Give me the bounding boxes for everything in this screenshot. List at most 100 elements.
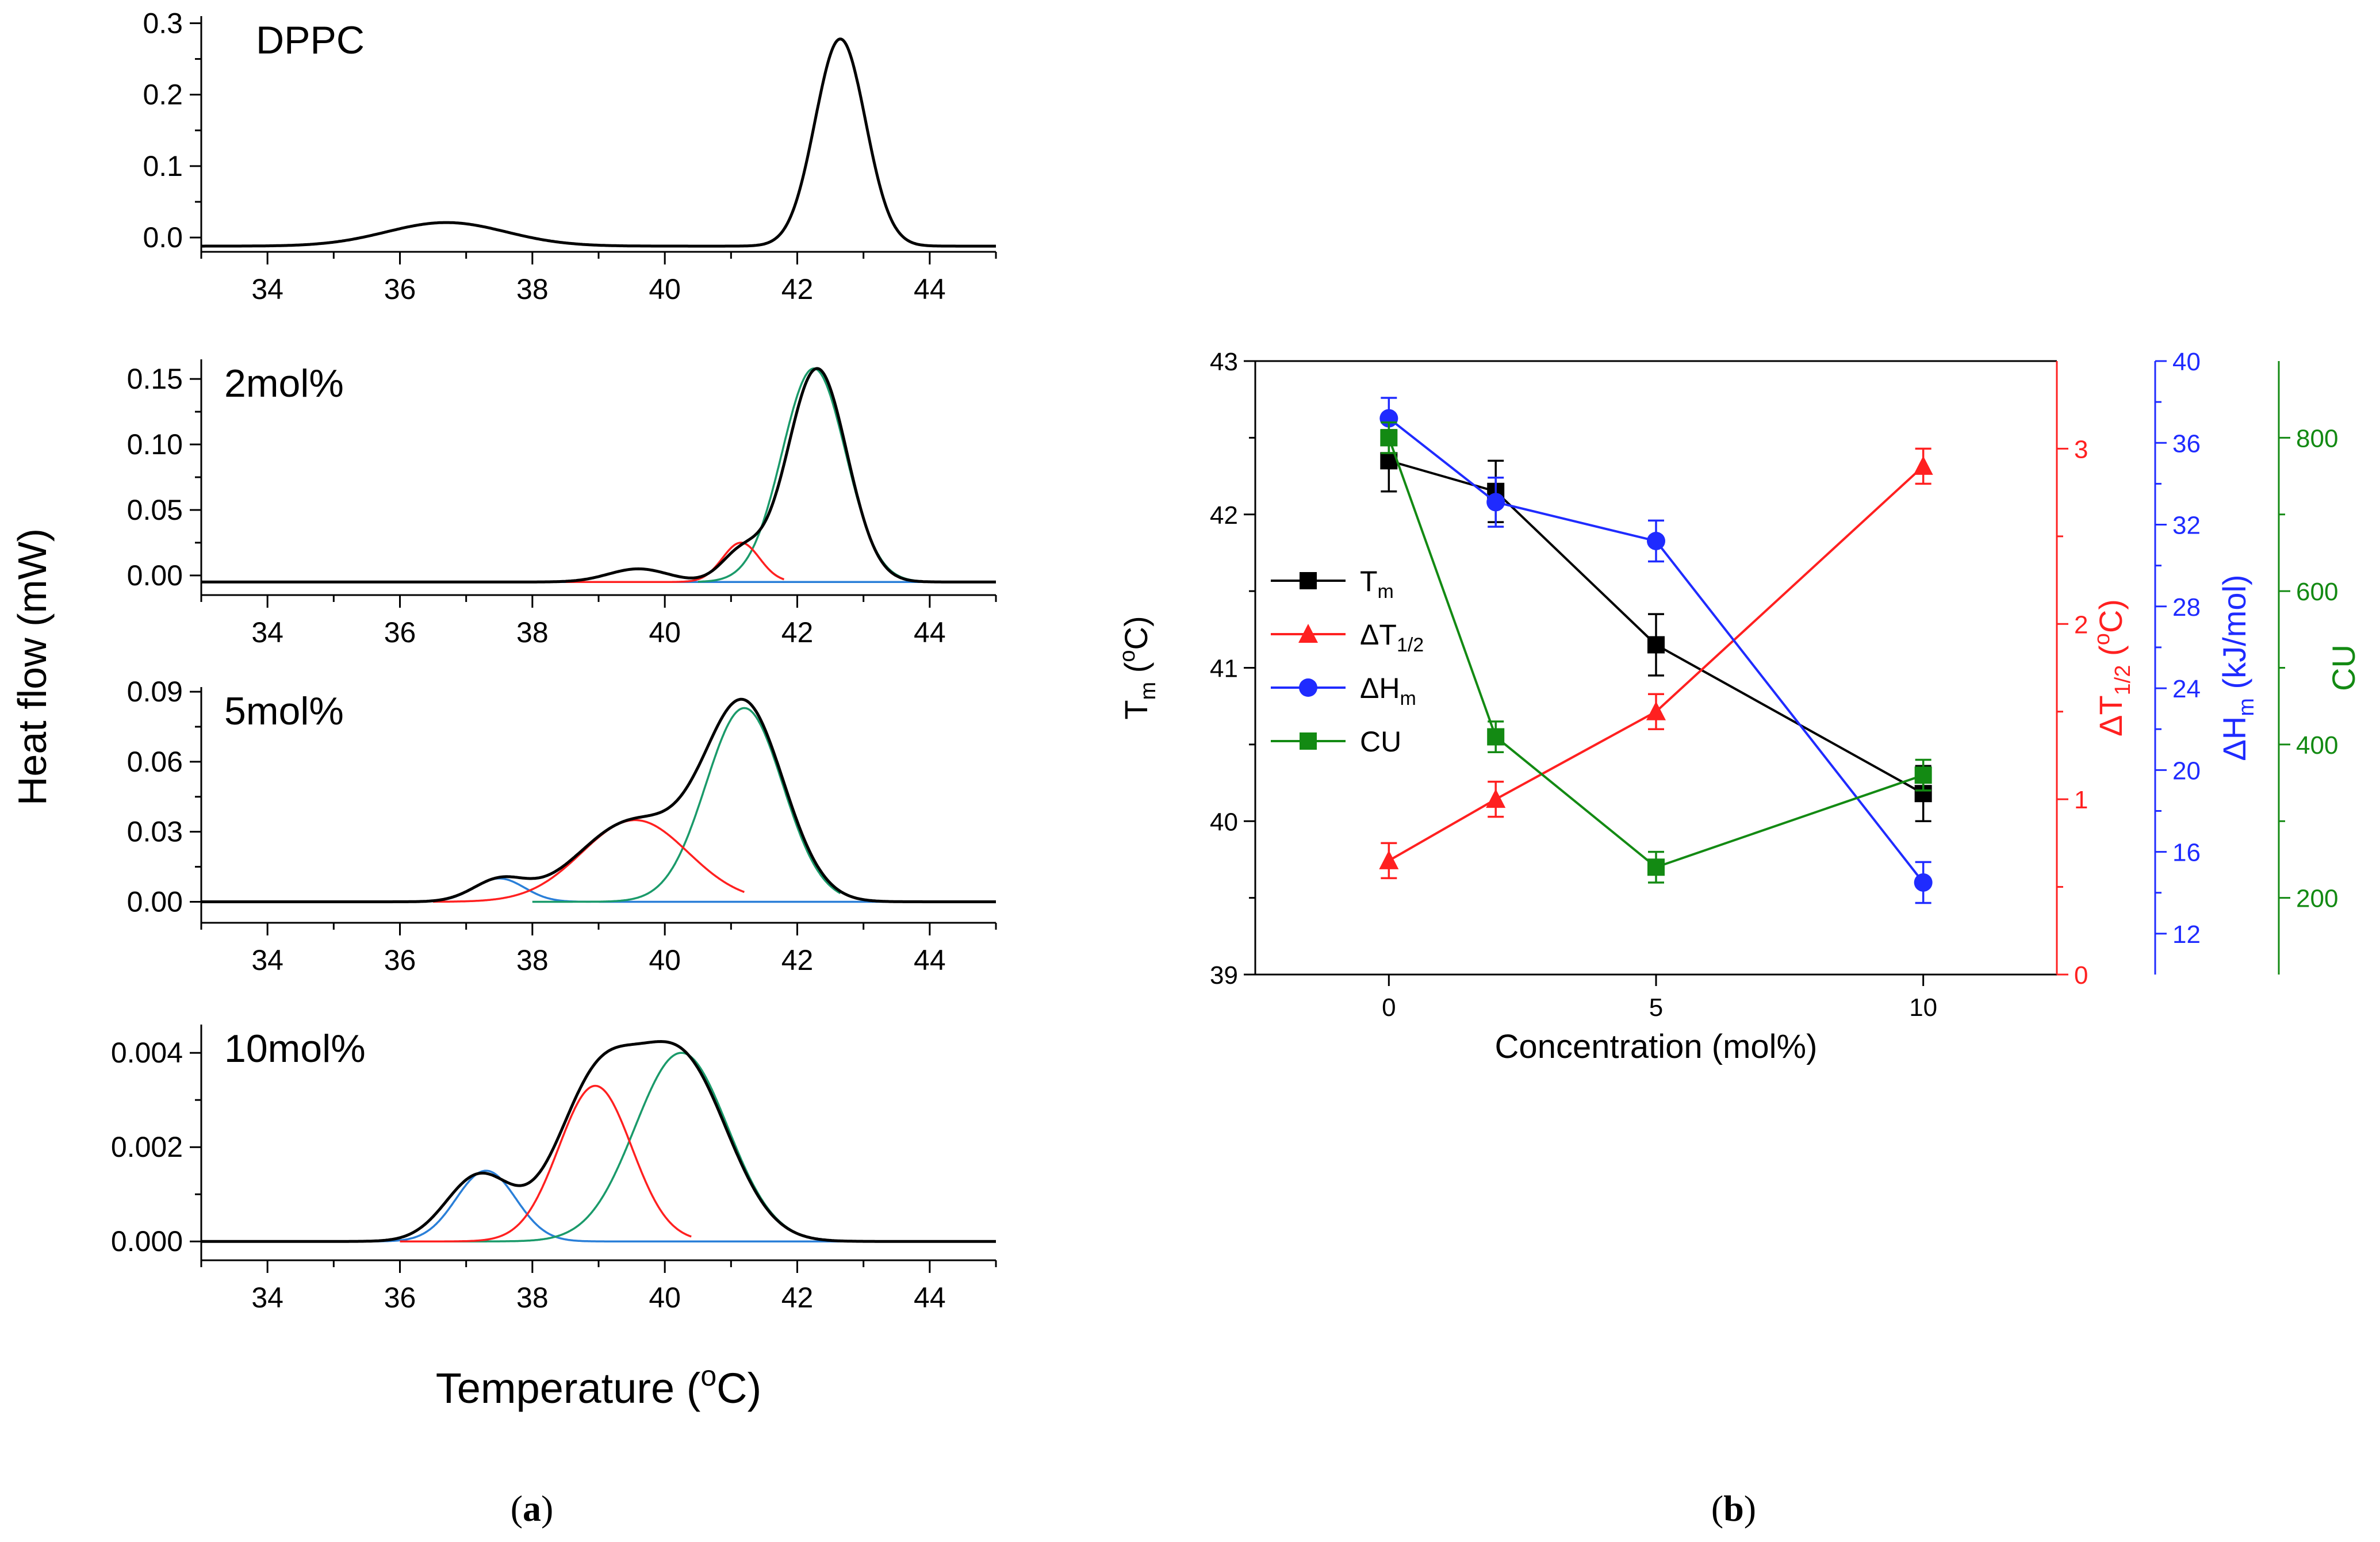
x-tick-label: 40 bbox=[649, 944, 681, 976]
x-tick-label: 44 bbox=[914, 273, 946, 305]
y-tick-label-dt: 0 bbox=[2074, 961, 2088, 989]
y-tick-label: 0.05 bbox=[127, 494, 183, 526]
x-tick-label: 40 bbox=[649, 1282, 681, 1314]
y-tick-label: 0.3 bbox=[143, 7, 183, 39]
y-axis-label-tm: Tm (oC) bbox=[1116, 616, 1160, 719]
y-tick-label: 0.06 bbox=[127, 746, 183, 778]
curve-fit-2 bbox=[400, 1052, 791, 1242]
y-tick-label-tm: 41 bbox=[1210, 655, 1238, 683]
y-tick-label: 0.000 bbox=[111, 1225, 183, 1257]
y-tick-label-dt: 2 bbox=[2074, 611, 2088, 639]
x-tick-label: 44 bbox=[914, 616, 946, 649]
curve-dppc-total bbox=[201, 37, 996, 248]
x-tick-label: 42 bbox=[781, 944, 814, 976]
dsc-subplot-4: 34 36 38 40 42 44 0.000 0.002 0.004 10mol% bbox=[111, 1025, 997, 1314]
curve-total bbox=[201, 367, 996, 584]
curve-fit-2 bbox=[532, 707, 841, 903]
subplot-title: 5mol% bbox=[224, 689, 344, 733]
y-axis-label-dh: ΔHm (kJ/mol) bbox=[2216, 574, 2259, 761]
curve-fit-1 bbox=[400, 1084, 692, 1242]
curve-total bbox=[201, 1039, 996, 1243]
x-tick-label: 34 bbox=[251, 616, 283, 649]
panel-a: 34 36 38 40 42 44 0.0 0.1 0.2 0.3 DPPC 34 36 38 40 42 44… bbox=[10, 7, 997, 1412]
y-tick-label-tm: 40 bbox=[1210, 808, 1238, 836]
curve-fit-1 bbox=[433, 819, 745, 903]
x-tick-label: 44 bbox=[914, 1282, 946, 1314]
x-tick-label: 40 bbox=[649, 616, 681, 649]
series-tm bbox=[1380, 429, 1932, 822]
x-tick-label: 5 bbox=[1649, 994, 1663, 1022]
legend-marker bbox=[1300, 572, 1317, 589]
y-axis-label-dt: ΔT1/2 (oC) bbox=[2090, 599, 2135, 737]
x-tick-label: 36 bbox=[384, 616, 416, 649]
y-tick-label-tm: 43 bbox=[1210, 348, 1238, 376]
curve-fit-3 bbox=[400, 877, 897, 903]
y-tick-label-dh: 28 bbox=[2172, 593, 2201, 622]
x-tick-label: 34 bbox=[251, 944, 283, 976]
series-line-tm bbox=[1388, 459, 1924, 795]
y-axis-label: Heat flow (mW) bbox=[10, 528, 55, 805]
x-tick-label: 38 bbox=[516, 944, 549, 976]
x-tick-label: 36 bbox=[384, 1282, 416, 1314]
y-tick-label: 0.00 bbox=[127, 885, 183, 918]
data-point-dh bbox=[1486, 493, 1505, 512]
y-tick-label-dh: 40 bbox=[2172, 348, 2201, 376]
panel-b-letter: b bbox=[1723, 1488, 1744, 1529]
x-tick-label: 38 bbox=[516, 616, 549, 649]
legend-marker bbox=[1299, 678, 1317, 697]
data-point-dt bbox=[1646, 701, 1666, 720]
x-tick-label: 38 bbox=[516, 273, 549, 305]
y-tick-label: 0.2 bbox=[143, 79, 183, 111]
x-tick-label: 0 bbox=[1382, 994, 1396, 1022]
series-line-cu bbox=[1388, 437, 1924, 869]
y-tick-label-dh: 24 bbox=[2172, 675, 2201, 703]
y-tick-label-dh: 20 bbox=[2172, 757, 2201, 785]
subplot-title: 2mol% bbox=[224, 362, 344, 405]
y-tick-label-cu: 400 bbox=[2296, 731, 2338, 760]
data-point-cu bbox=[1647, 858, 1665, 876]
x-tick-label: 34 bbox=[251, 1282, 283, 1314]
legend: Tm ΔT1/2 ΔHm CU bbox=[1271, 565, 1424, 758]
panel-a-letter: a bbox=[523, 1488, 541, 1529]
legend-marker bbox=[1300, 732, 1317, 750]
y-tick-label-dh: 32 bbox=[2172, 512, 2201, 540]
data-point-dt bbox=[1379, 850, 1399, 869]
x-tick-label: 34 bbox=[251, 273, 283, 305]
data-point-cu bbox=[1380, 429, 1398, 447]
y-tick-label: 0.002 bbox=[111, 1131, 183, 1163]
dsc-subplot-3: 34 36 38 40 42 44 0.00 0.03 0.06 0.09 5mol% bbox=[127, 676, 997, 976]
dsc-subplot-1: 34 36 38 40 42 44 0.0 0.1 0.2 0.3 DPPC bbox=[143, 7, 997, 305]
curve-total bbox=[201, 697, 996, 903]
y-tick-label: 0.09 bbox=[127, 676, 183, 708]
data-point-dt bbox=[1913, 455, 1933, 475]
legend-label: ΔHm bbox=[1360, 672, 1416, 709]
y-tick-label: 0.03 bbox=[127, 816, 183, 848]
y-tick-label-dt: 3 bbox=[2074, 435, 2088, 463]
x-tick-label: 40 bbox=[649, 273, 681, 305]
series-line-dh bbox=[1388, 417, 1925, 884]
data-point-cu bbox=[1914, 766, 1932, 784]
y-tick-label-cu: 800 bbox=[2296, 424, 2338, 452]
x-tick-label: 38 bbox=[516, 1282, 549, 1314]
y-tick-label: 0.1 bbox=[143, 150, 183, 182]
legend-label: CU bbox=[1360, 726, 1401, 758]
curve-fit-1 bbox=[565, 542, 784, 583]
x-tick-label: 42 bbox=[781, 273, 814, 305]
y-tick-label-dh: 16 bbox=[2172, 839, 2201, 867]
data-point-dh bbox=[1914, 873, 1933, 892]
y-tick-label-tm: 42 bbox=[1210, 501, 1238, 530]
subplot-title: 10mol% bbox=[224, 1027, 366, 1071]
y-tick-label-cu: 600 bbox=[2296, 578, 2338, 606]
legend-label: ΔT1/2 bbox=[1360, 619, 1424, 656]
x-tick-label: 44 bbox=[914, 944, 946, 976]
y-tick-label: 0.15 bbox=[127, 363, 183, 395]
y-tick-label: 0.0 bbox=[143, 221, 183, 254]
data-point-tm bbox=[1647, 636, 1665, 654]
y-tick-label-dh: 36 bbox=[2172, 429, 2201, 458]
legend-label: Tm bbox=[1360, 565, 1394, 603]
x-tick-label: 36 bbox=[384, 944, 416, 976]
legend-marker bbox=[1298, 624, 1318, 643]
series-line-dt bbox=[1388, 465, 1925, 862]
